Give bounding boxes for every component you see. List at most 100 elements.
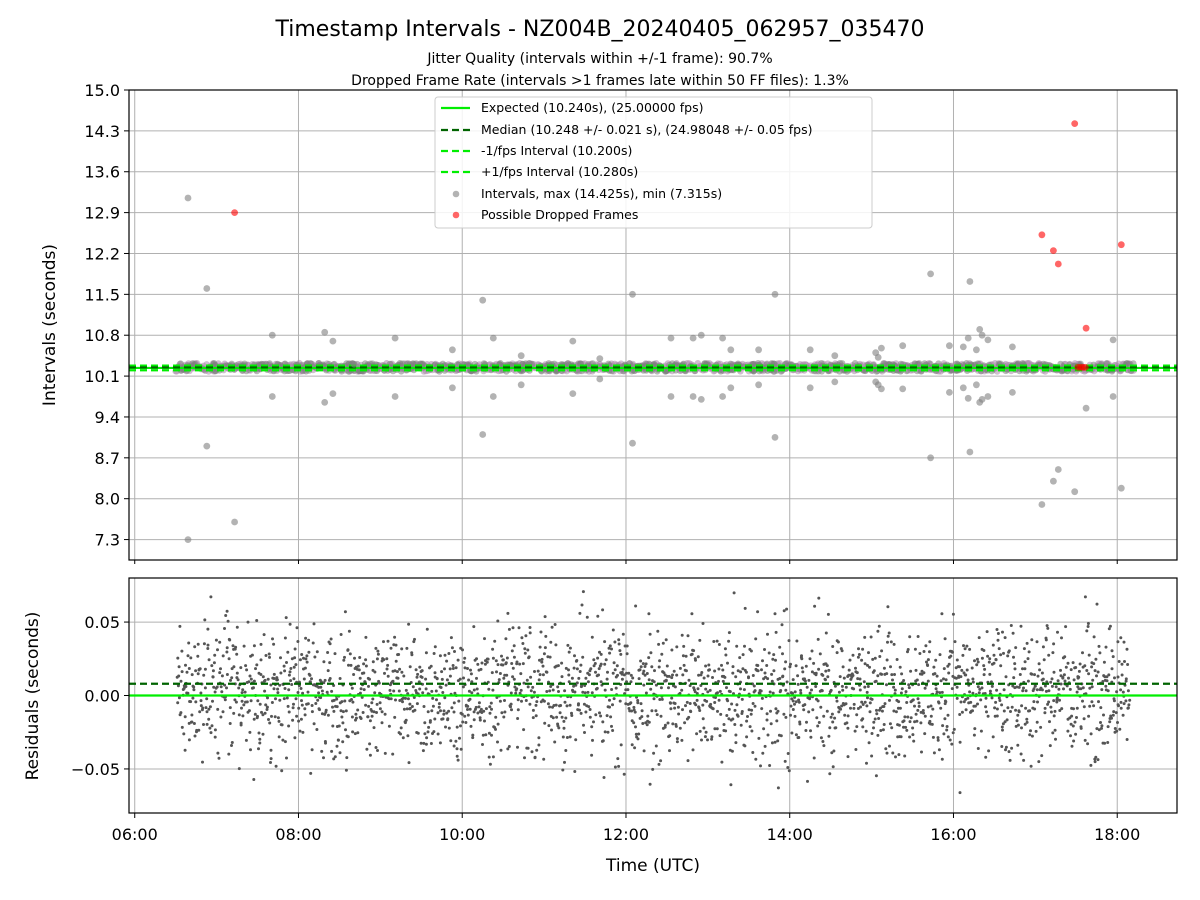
residual-point: [237, 767, 241, 771]
residual-point: [789, 704, 793, 708]
residual-point: [225, 673, 229, 676]
residual-point: [346, 648, 350, 652]
residual-point: [903, 754, 907, 758]
residual-point: [592, 664, 596, 668]
residual-point: [1125, 738, 1129, 741]
residual-point: [393, 635, 397, 639]
residual-point: [816, 637, 820, 641]
residual-point: [547, 724, 551, 728]
residual-point: [804, 664, 808, 668]
residual-point: [343, 610, 347, 614]
residual-point: [608, 698, 611, 702]
residual-point: [1050, 677, 1054, 681]
residual-point: [742, 688, 746, 692]
residual-point: [976, 747, 980, 750]
residual-point: [741, 653, 745, 657]
residual-point: [885, 683, 888, 687]
residuals-y-tick-label: 0.05: [84, 613, 120, 632]
x-axis-label: Time (UTC): [605, 856, 700, 876]
residual-point: [406, 692, 410, 696]
residual-point: [425, 627, 429, 631]
residual-point: [280, 769, 284, 773]
residual-point: [394, 659, 398, 663]
residual-point: [840, 684, 844, 688]
residual-point: [668, 701, 672, 705]
residual-point: [489, 701, 493, 705]
residual-point: [943, 637, 947, 641]
residual-point: [368, 742, 372, 746]
residual-point: [544, 634, 548, 638]
residual-point: [180, 670, 184, 674]
residual-point: [636, 737, 640, 741]
residual-point: [652, 697, 656, 701]
residual-point: [391, 679, 395, 683]
residual-point: [277, 735, 281, 739]
residual-point: [759, 689, 763, 693]
residual-point: [233, 698, 237, 702]
residual-point: [216, 751, 220, 755]
residual-point: [551, 716, 555, 720]
residual-point: [206, 643, 210, 647]
residual-point: [1022, 647, 1026, 651]
residual-point: [230, 744, 233, 747]
residual-point: [578, 708, 581, 712]
residual-point: [287, 688, 291, 692]
residual-point: [689, 710, 693, 714]
residual-point: [440, 677, 444, 681]
residual-point: [351, 730, 355, 734]
residual-point: [668, 749, 671, 753]
residual-point: [502, 676, 506, 680]
residual-point: [1108, 624, 1112, 628]
residual-point: [234, 700, 238, 704]
residual-point: [1005, 718, 1009, 722]
residual-point: [752, 684, 756, 688]
residual-point: [603, 640, 607, 644]
residual-point: [483, 719, 486, 723]
residual-point: [1049, 710, 1053, 714]
residual-point: [1099, 706, 1103, 710]
residual-point: [553, 623, 557, 626]
residual-point: [668, 734, 672, 738]
residual-point: [1009, 624, 1013, 627]
residual-point: [955, 685, 959, 689]
residual-point: [315, 650, 319, 654]
residual-point: [701, 703, 705, 707]
interval-point: [519, 360, 526, 368]
residual-point: [350, 698, 353, 701]
residual-point: [984, 755, 988, 759]
residual-point: [670, 696, 674, 700]
residual-point: [855, 671, 859, 675]
residual-point: [235, 625, 239, 629]
residual-point: [1001, 630, 1004, 634]
residual-point: [713, 669, 717, 673]
residual-point: [461, 720, 465, 724]
residual-point: [1121, 713, 1125, 717]
residual-point: [549, 685, 553, 688]
residual-point: [966, 696, 970, 700]
interval-point: [964, 394, 972, 402]
residual-point: [995, 628, 999, 631]
residual-point: [892, 685, 896, 689]
residual-point: [630, 709, 634, 713]
residual-point: [503, 699, 506, 702]
residual-point: [894, 710, 898, 714]
residual-point: [439, 709, 442, 713]
residual-point: [1097, 644, 1101, 648]
residual-point: [1063, 655, 1067, 659]
residual-point: [582, 702, 586, 706]
residual-point: [1116, 640, 1120, 644]
residual-point: [765, 712, 769, 716]
residual-point: [1028, 733, 1032, 737]
residual-point: [726, 661, 729, 665]
residual-point: [292, 702, 295, 706]
residual-point: [252, 686, 255, 690]
interval-point: [927, 454, 934, 462]
residual-point: [632, 705, 636, 709]
residual-point: [481, 733, 485, 737]
residual-point: [897, 723, 901, 727]
residual-point: [1040, 754, 1044, 758]
residual-point: [590, 753, 594, 757]
residual-point: [962, 700, 966, 704]
residual-point: [378, 701, 382, 705]
residual-point: [814, 673, 818, 677]
